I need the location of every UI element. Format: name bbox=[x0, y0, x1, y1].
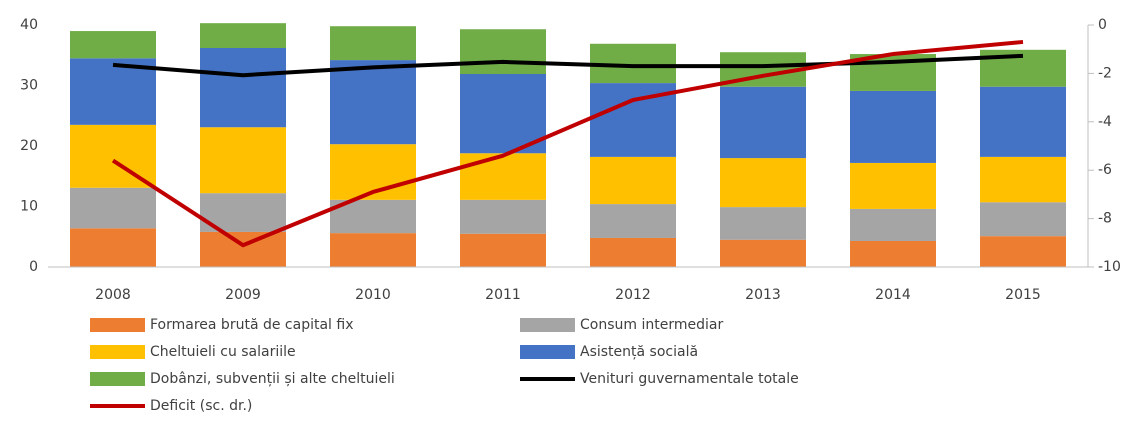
y2-tick-label: -10 bbox=[1098, 259, 1121, 275]
y2-tick-label: -4 bbox=[1098, 114, 1112, 130]
x-tick-label: 2015 bbox=[1005, 287, 1041, 303]
bar-segment bbox=[980, 156, 1066, 203]
bar-segment bbox=[850, 240, 936, 267]
bar-segment bbox=[460, 233, 546, 267]
x-tick-label: 2013 bbox=[745, 287, 781, 303]
bar-segment bbox=[70, 228, 156, 267]
legend-swatch bbox=[90, 372, 145, 386]
bar-segment bbox=[460, 74, 546, 154]
legend-swatch bbox=[520, 318, 575, 332]
bar-segment bbox=[850, 208, 936, 241]
bar-segment bbox=[70, 58, 156, 125]
bar-segment bbox=[850, 90, 936, 163]
y-tick-label: 30 bbox=[20, 78, 38, 94]
bar-segment bbox=[460, 199, 546, 234]
legend-label: Dobânzi, subvenții și alte cheltuieli bbox=[150, 371, 395, 387]
legend-label: Deficit (sc. dr.) bbox=[150, 398, 252, 414]
x-tick-label: 2008 bbox=[95, 287, 131, 303]
y2-tick-label: 0 bbox=[1098, 17, 1107, 33]
legend-label: Venituri guvernamentale totale bbox=[580, 371, 799, 387]
bar-segment bbox=[980, 86, 1066, 157]
legend-swatch bbox=[90, 318, 145, 332]
x-tick-label: 2011 bbox=[485, 287, 521, 303]
legend-label: Asistență socială bbox=[580, 344, 698, 360]
bar-segment bbox=[460, 29, 546, 75]
bar-segment bbox=[200, 23, 286, 48]
legend-label: Cheltuieli cu salariile bbox=[150, 344, 296, 360]
legend-swatch bbox=[520, 345, 575, 359]
bar-segment bbox=[330, 60, 416, 145]
line-series bbox=[112, 53, 1024, 78]
bar-segment bbox=[590, 156, 676, 205]
bar-segment bbox=[330, 26, 416, 61]
bar-segment bbox=[330, 233, 416, 267]
bar-segment bbox=[200, 47, 286, 128]
bar-segment bbox=[720, 207, 806, 240]
bar-segment bbox=[720, 86, 806, 159]
legend-label: Formarea brută de capital fix bbox=[150, 317, 354, 333]
bar-segment bbox=[720, 158, 806, 208]
bar-segment bbox=[980, 236, 1066, 267]
x-tick-label: 2014 bbox=[875, 287, 911, 303]
bar-segment bbox=[590, 204, 676, 238]
bar-segment bbox=[200, 127, 286, 194]
y-tick-label: 20 bbox=[20, 138, 38, 154]
y-tick-label: 40 bbox=[20, 17, 38, 33]
bar-segment bbox=[720, 239, 806, 267]
y2-tick-label: -8 bbox=[1098, 211, 1112, 227]
legend-label: Consum intermediar bbox=[580, 317, 723, 333]
y2-tick-label: -2 bbox=[1098, 65, 1112, 81]
bar-segment bbox=[980, 202, 1066, 237]
bar-segment bbox=[70, 187, 156, 229]
x-tick-label: 2009 bbox=[225, 287, 261, 303]
bar-segment bbox=[200, 231, 286, 267]
x-tick-label: 2012 bbox=[615, 287, 651, 303]
bar-segment bbox=[590, 237, 676, 267]
line-series bbox=[111, 39, 1024, 248]
y-tick-label: 10 bbox=[20, 199, 38, 215]
bar-segment bbox=[460, 153, 546, 200]
legend-swatch bbox=[90, 345, 145, 359]
y-tick-label: 0 bbox=[29, 259, 38, 275]
bar-segment bbox=[70, 31, 156, 59]
bar-segment bbox=[850, 162, 936, 209]
x-tick-label: 2010 bbox=[355, 287, 391, 303]
y2-tick-label: -6 bbox=[1098, 162, 1112, 178]
